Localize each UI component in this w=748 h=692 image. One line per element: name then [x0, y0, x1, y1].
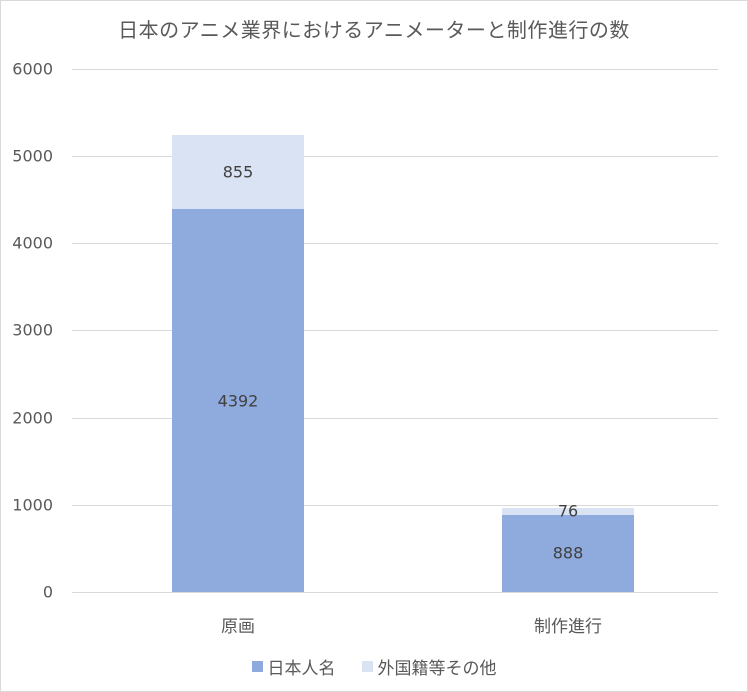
legend-label-foreign: 外国籍等その他	[377, 659, 497, 679]
gridline-6000	[72, 69, 718, 70]
y-tick-0: 0	[42, 582, 53, 602]
legend: 日本人名 外国籍等その他	[0, 654, 748, 679]
y-tick-6000: 6000	[12, 59, 53, 79]
data-label-seisaku-foreign: 76	[557, 501, 579, 521]
data-label-genga-japanese: 4392	[217, 391, 259, 411]
gridline-5000	[72, 156, 718, 157]
y-tick-5000: 5000	[12, 146, 53, 166]
bar-genga-japanese-segment[interactable]	[172, 209, 304, 592]
gridline-0	[72, 592, 718, 593]
y-tick-3000: 3000	[12, 320, 53, 340]
data-label-genga-foreign: 855	[222, 162, 254, 182]
data-label-seisaku-japanese: 888	[552, 543, 584, 563]
bar-genga[interactable]: 4392 855	[172, 69, 304, 592]
legend-item-foreign[interactable]: 外国籍等その他	[361, 654, 497, 679]
x-label-genga: 原画	[221, 617, 255, 637]
y-tick-4000: 4000	[12, 233, 53, 253]
legend-swatch-japanese	[251, 661, 263, 672]
gridline-3000	[72, 330, 718, 331]
bar-seisaku-shinko[interactable]: 888 76	[502, 69, 634, 592]
bar-seisaku-japanese-segment[interactable]	[502, 514, 634, 592]
bar-genga-foreign-segment[interactable]	[172, 134, 304, 210]
legend-item-japanese[interactable]: 日本人名	[251, 654, 336, 679]
gridline-4000	[72, 243, 718, 244]
bar-seisaku-foreign-segment[interactable]	[502, 507, 634, 515]
legend-swatch-foreign	[361, 661, 373, 672]
y-tick-1000: 1000	[12, 495, 53, 515]
plot-area: 6000 5000 4000 3000 2000 1000 0 4392 855…	[12, 60, 718, 602]
chart-title: 日本のアニメ業界におけるアニメーターと制作進行の数	[118, 18, 630, 42]
x-label-seisaku-shinko: 制作進行	[534, 617, 602, 637]
y-tick-2000: 2000	[12, 408, 53, 428]
legend-label-japanese: 日本人名	[267, 659, 336, 679]
gridline-1000	[72, 505, 718, 506]
gridline-2000	[72, 418, 718, 419]
